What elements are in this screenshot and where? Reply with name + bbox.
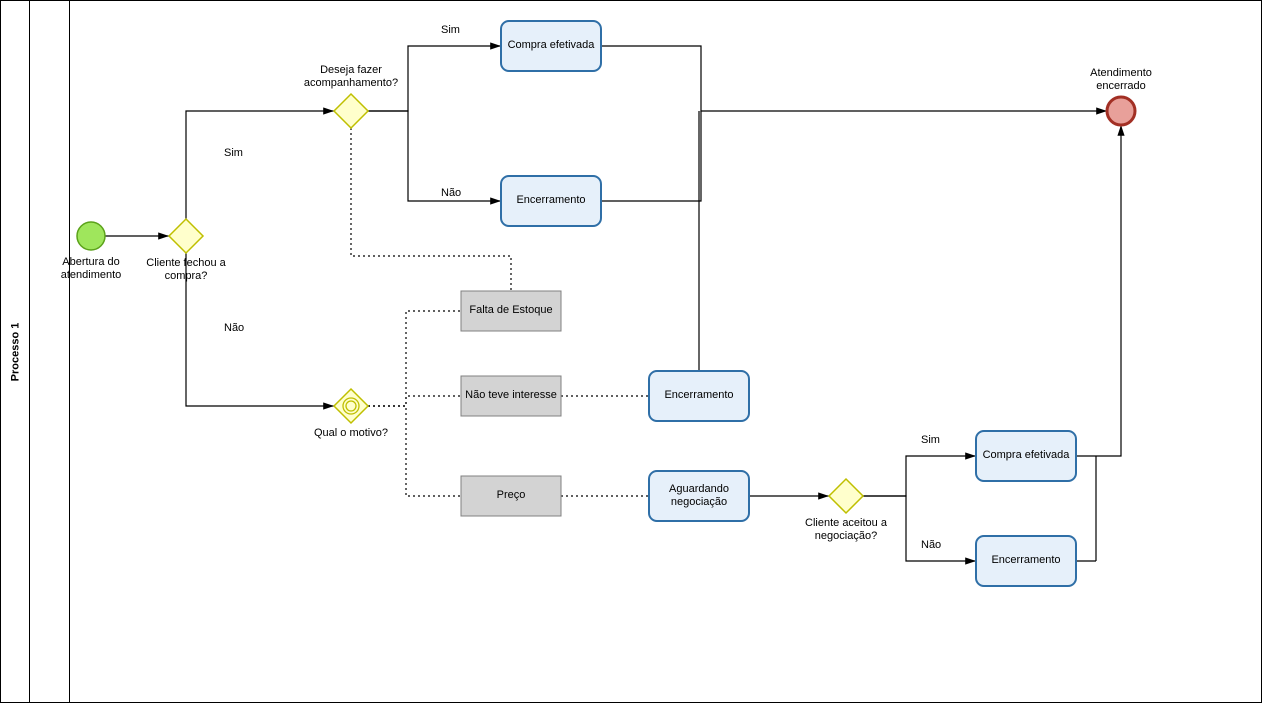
edge (368, 311, 461, 406)
gateway (829, 479, 863, 513)
bpmn-diagram: Processo 1 SimNãoSimNãoSimNão Abertura d… (0, 0, 1262, 703)
edge-label: Não (441, 187, 461, 199)
gateway (334, 389, 368, 423)
gateway-label: Cliente aceitou a negociação? (791, 517, 901, 543)
edge-label: Não (921, 539, 941, 551)
task-label: Encerramento (976, 536, 1076, 586)
edge-label: Sim (224, 147, 243, 159)
task-label: Compra efetivada (501, 21, 601, 71)
edge (601, 111, 701, 201)
gateway-label: Deseja fazer acompanhamento? (296, 64, 406, 90)
task-label: Aguardando negociação (649, 471, 749, 521)
edge (1096, 125, 1121, 456)
edge (601, 46, 1107, 111)
gateway-label: Qual o motivo? (296, 427, 406, 440)
diagram-canvas: Sim Não Sim Não Sim Não (1, 1, 1262, 704)
gateway-label: Cliente fechou a compra? (131, 257, 241, 283)
end-event-label: Atendimento encerrado (1071, 67, 1171, 93)
start-event (77, 222, 105, 250)
task-label: Encerramento (649, 371, 749, 421)
task-label: Encerramento (501, 176, 601, 226)
annotation-label: Falta de Estoque (461, 291, 561, 331)
start-event-label: Abertura do atendimento (46, 256, 136, 282)
edge-label: Não (224, 322, 244, 334)
edge (186, 111, 334, 219)
edge (368, 406, 461, 496)
annotation-label: Não teve interesse (461, 376, 561, 416)
end-event (1107, 97, 1135, 125)
edge-label: Sim (921, 434, 940, 446)
edge (368, 396, 461, 406)
gateway (334, 94, 368, 128)
gateway (169, 219, 203, 253)
annotation-label: Preço (461, 476, 561, 516)
edge-label: Sim (441, 24, 460, 36)
edge (351, 128, 511, 291)
edge (863, 456, 976, 496)
edge (368, 111, 501, 201)
task-label: Compra efetivada (976, 431, 1076, 481)
